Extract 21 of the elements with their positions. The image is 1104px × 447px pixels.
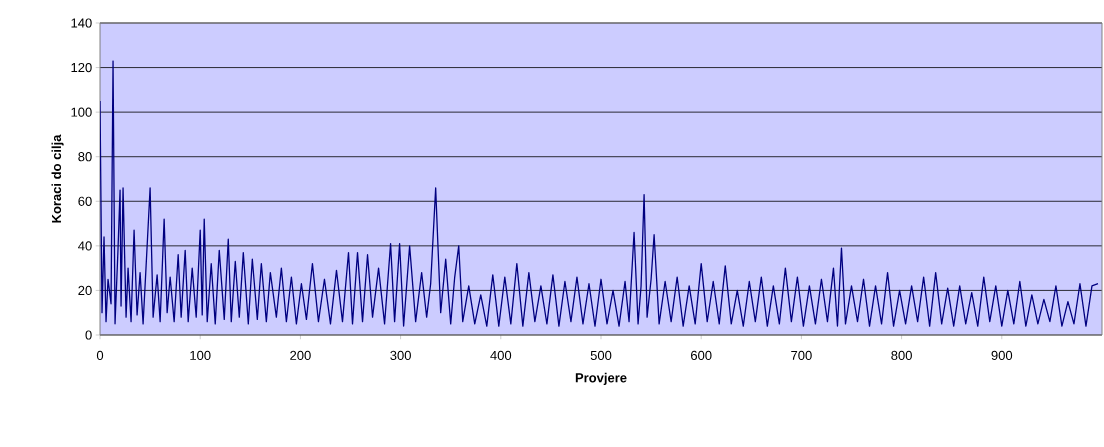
x-tick-label: 600 — [691, 350, 712, 360]
x-tick-label: 400 — [490, 350, 512, 360]
y-tick-label: 80 — [78, 152, 92, 162]
line-series — [100, 60, 1099, 327]
y-tick-label: 140 — [71, 18, 92, 28]
x-tick-label: 500 — [590, 350, 612, 360]
x-tick-label: 900 — [991, 350, 1013, 360]
x-tick-label: 800 — [891, 350, 912, 360]
x-tick-label: 700 — [791, 350, 812, 360]
x-tick-label: 0 — [96, 350, 104, 360]
y-tick-label: 40 — [78, 241, 92, 251]
y-axis-title: Koraci do cilja — [51, 134, 64, 223]
y-tick-label: 20 — [78, 285, 92, 296]
x-tick-label: 100 — [190, 350, 211, 360]
x-axis-title: Provjere — [575, 372, 627, 385]
y-tick-label: 100 — [71, 107, 92, 117]
x-tick-label: 300 — [390, 350, 411, 360]
y-tick-label: 60 — [78, 196, 92, 206]
x-tick-label: 200 — [290, 350, 311, 360]
y-tick-label: 120 — [71, 62, 92, 73]
y-tick-label: 0 — [85, 330, 92, 340]
